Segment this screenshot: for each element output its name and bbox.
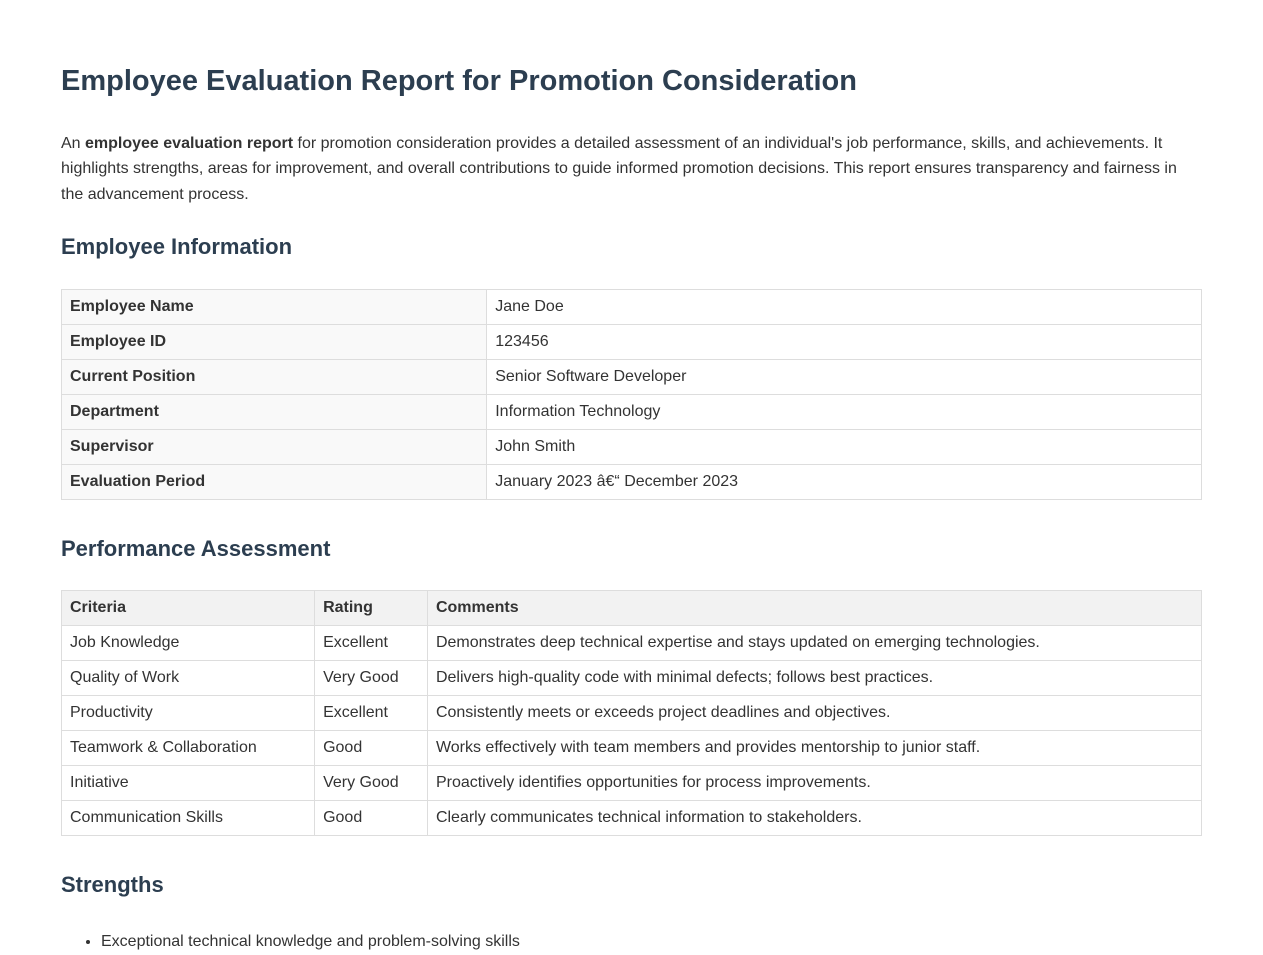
row-value: 123456 xyxy=(486,323,1202,360)
table-row: Supervisor John Smith xyxy=(60,428,1202,465)
intro-bold-term: employee evaluation report xyxy=(85,134,294,152)
table-row: Department Information Technology xyxy=(60,393,1202,430)
table-row: Quality of Work Very Good Delivers high-… xyxy=(60,660,1203,697)
section-heading-performance-assessment: Performance Assessment xyxy=(61,535,331,561)
rating-cell: Very Good xyxy=(314,765,428,802)
table-row: Employee Name Jane Doe xyxy=(60,288,1202,325)
row-value: Jane Doe xyxy=(486,288,1202,325)
intro-paragraph: An employee evaluation report for promot… xyxy=(61,131,1202,208)
table-row: Job Knowledge Excellent Demonstrates dee… xyxy=(60,625,1203,662)
performance-table: Criteria Rating Comments Job Knowledge E… xyxy=(60,590,1203,837)
table-row: Communication Skills Good Clearly commun… xyxy=(60,800,1203,837)
criteria-cell: Teamwork & Collaboration xyxy=(60,730,316,767)
row-label: Evaluation Period xyxy=(60,463,488,500)
column-header-rating: Rating xyxy=(314,590,428,627)
comments-cell: Proactively identifies opportunities for… xyxy=(426,765,1203,802)
row-label: Employee Name xyxy=(60,288,488,325)
criteria-cell: Quality of Work xyxy=(60,660,316,697)
row-label: Employee ID xyxy=(60,323,488,360)
intro-text-suffix: for promotion consideration provides a d… xyxy=(61,134,1177,203)
row-value: John Smith xyxy=(486,428,1202,465)
section-heading-employee-information: Employee Information xyxy=(61,234,293,260)
page-title: Employee Evaluation Report for Promotion… xyxy=(61,65,857,97)
criteria-cell: Initiative xyxy=(60,765,316,802)
rating-cell: Very Good xyxy=(314,660,428,697)
comments-cell: Works effectively with team members and … xyxy=(426,730,1203,767)
rating-cell: Good xyxy=(314,800,428,837)
table-row: Evaluation Period January 2023 â€“ Decem… xyxy=(60,463,1202,500)
table-header-row: Criteria Rating Comments xyxy=(60,590,1203,627)
row-label: Current Position xyxy=(60,358,488,395)
intro-text-prefix: An xyxy=(61,134,86,152)
rating-cell: Excellent xyxy=(314,695,428,732)
row-value: Information Technology xyxy=(486,393,1202,430)
criteria-cell: Productivity xyxy=(60,695,316,732)
list-item: Exceptional technical knowledge and prob… xyxy=(101,929,1202,955)
row-value: January 2023 â€“ December 2023 xyxy=(486,463,1202,500)
table-row: Current Position Senior Software Develop… xyxy=(60,358,1202,395)
table-row: Employee ID 123456 xyxy=(60,323,1202,360)
column-header-comments: Comments xyxy=(426,590,1203,627)
comments-cell: Consistently meets or exceeds project de… xyxy=(426,695,1203,732)
rating-cell: Good xyxy=(314,730,428,767)
row-label: Supervisor xyxy=(60,428,488,465)
criteria-cell: Job Knowledge xyxy=(60,625,316,662)
table-row: Initiative Very Good Proactively identif… xyxy=(60,765,1203,802)
column-header-criteria: Criteria xyxy=(60,590,316,627)
comments-cell: Demonstrates deep technical expertise an… xyxy=(426,625,1203,662)
rating-cell: Excellent xyxy=(314,625,428,662)
row-value: Senior Software Developer xyxy=(486,358,1202,395)
criteria-cell: Communication Skills xyxy=(60,800,316,837)
employee-info-table: Employee Name Jane Doe Employee ID 12345… xyxy=(60,288,1202,500)
row-label: Department xyxy=(60,393,488,430)
comments-cell: Clearly communicates technical informati… xyxy=(426,800,1203,837)
table-row: Productivity Excellent Consistently meet… xyxy=(60,695,1203,732)
strengths-list: Exceptional technical knowledge and prob… xyxy=(61,929,1202,955)
section-heading-strengths: Strengths xyxy=(61,872,164,898)
comments-cell: Delivers high-quality code with minimal … xyxy=(426,660,1203,697)
table-row: Teamwork & Collaboration Good Works effe… xyxy=(60,730,1203,767)
